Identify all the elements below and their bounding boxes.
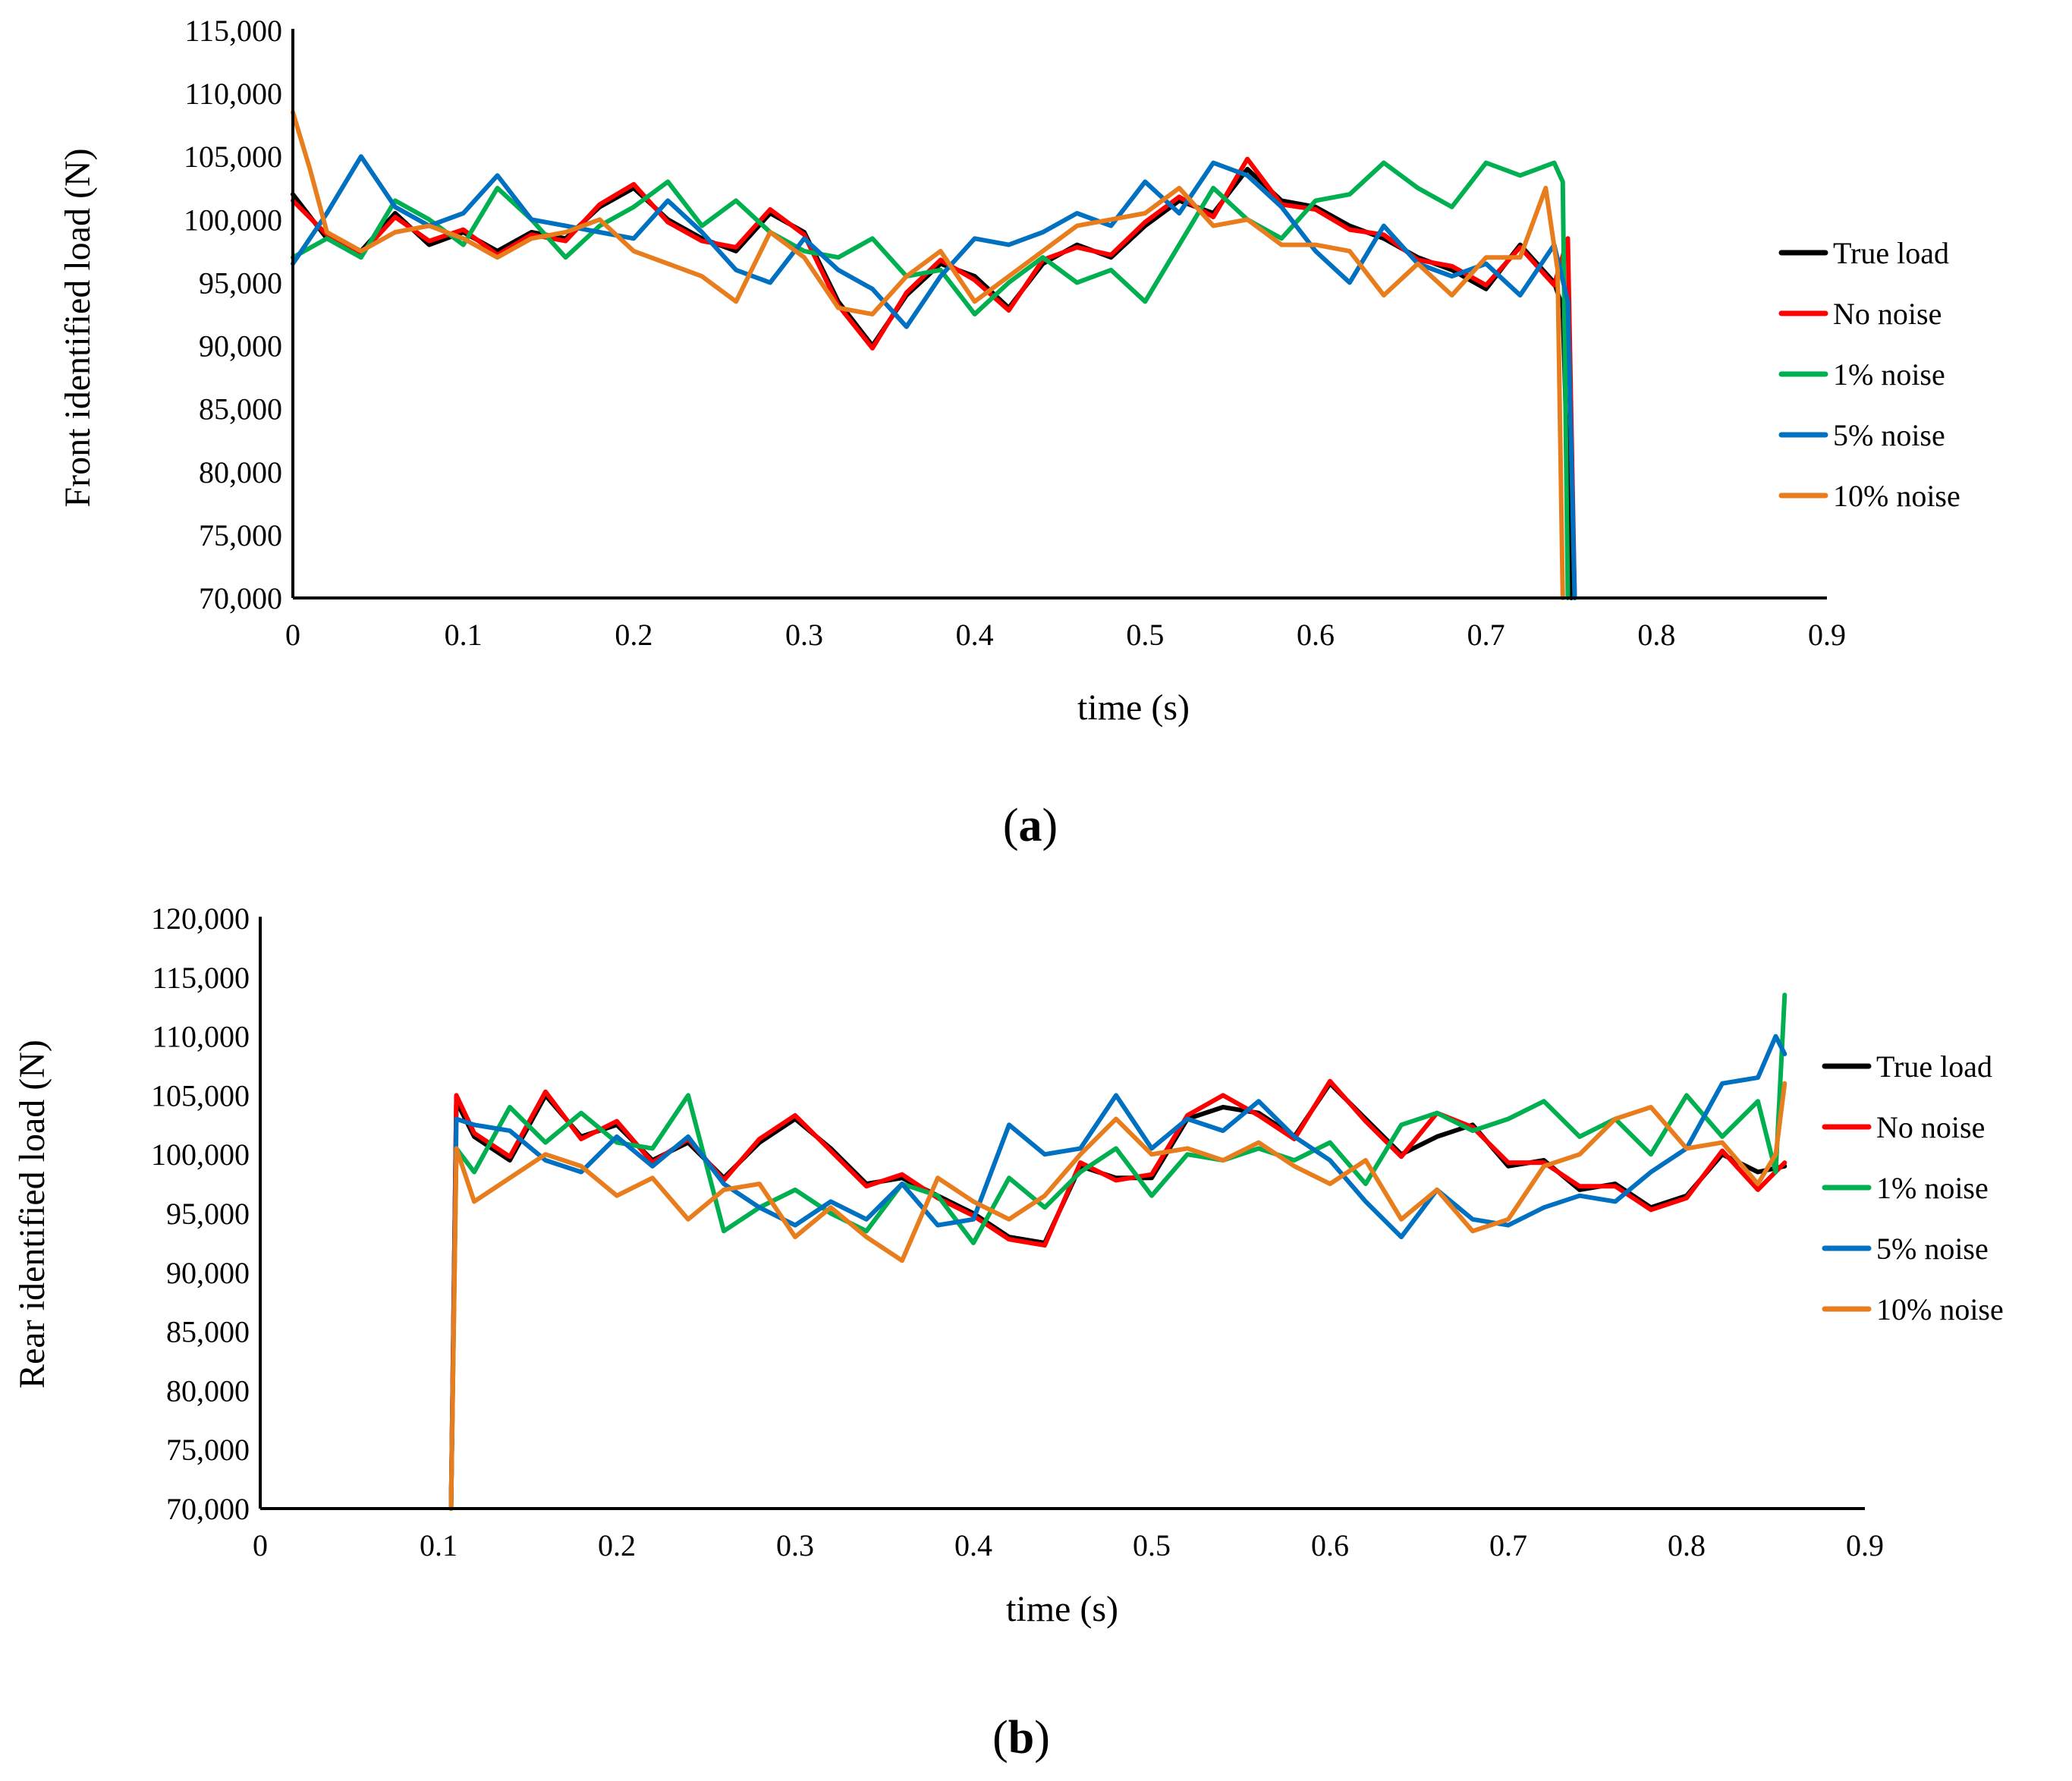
- panel-label-letter: a: [1019, 800, 1042, 851]
- legend-label: 5% noise: [1876, 1232, 1989, 1266]
- series-line-1-noise: [291, 160, 1571, 600]
- y-tick-label: 100,000: [151, 1138, 250, 1172]
- x-tick-label: 0.5: [1133, 1528, 1171, 1562]
- legend-item: 5% noise: [1778, 418, 1945, 452]
- legend-item: 10% noise: [1778, 479, 1960, 513]
- x-tick-label: 0.8: [1637, 618, 1675, 652]
- legend-item: 1% noise: [1822, 1171, 1989, 1205]
- x-tick-label: 0.4: [954, 1528, 992, 1562]
- series-layer-a: [291, 110, 1577, 600]
- y-tick-label: 70,000: [166, 1492, 250, 1526]
- axes-layer-a: [291, 29, 1827, 599]
- legend-item: 10% noise: [1822, 1292, 2004, 1326]
- legend-label: True load: [1833, 236, 1949, 270]
- series-line-5-noise: [448, 1034, 1787, 1511]
- legend-label: 10% noise: [1876, 1292, 2004, 1326]
- chart-panel-a: 0 0.1 0.2 0.3 0.4 0.5 0.6 0.7 0.8 0.9 70,000 75,000…: [58, 14, 1960, 851]
- x-tick-label: 0: [285, 618, 300, 652]
- ticks-layer-b: 0 0.1 0.2 0.3 0.4 0.5 0.6 0.7 0.8 0.9 70,000 75,000…: [151, 902, 1884, 1562]
- legend-label: 1% noise: [1833, 357, 1945, 392]
- x-tick-label: 0.7: [1467, 618, 1505, 652]
- y-tick-label: 105,000: [184, 140, 282, 174]
- x-tick-label: 0.7: [1489, 1528, 1527, 1562]
- y-tick-label: 90,000: [199, 329, 282, 363]
- series-layer-b: [448, 993, 1787, 1511]
- x-tick-label: 0.2: [598, 1528, 636, 1562]
- y-tick-label: 120,000: [151, 902, 250, 936]
- x-tick-label: 0.6: [1311, 1528, 1349, 1562]
- legend-item: True load: [1778, 236, 1949, 270]
- legend-item: 1% noise: [1778, 357, 1945, 392]
- x-tick-label: 0.9: [1808, 618, 1846, 652]
- y-tick-label: 115,000: [152, 961, 250, 995]
- legend-label: 1% noise: [1876, 1171, 1989, 1205]
- y-tick-label: 100,000: [184, 203, 282, 237]
- legend-item: No noise: [1822, 1110, 1985, 1144]
- x-axis-title: time (s): [1006, 1589, 1118, 1629]
- x-tick-label: 0.1: [445, 618, 483, 652]
- ticks-layer-a: 0 0.1 0.2 0.3 0.4 0.5 0.6 0.7 0.8 0.9 70,000 75,000…: [184, 14, 1846, 652]
- legend-label: True load: [1876, 1049, 1992, 1084]
- series-line-10-noise: [291, 110, 1565, 600]
- y-tick-label: 110,000: [184, 77, 282, 111]
- y-axis-title: Front identified load (N): [58, 148, 98, 507]
- series-line-5-noise: [291, 154, 1577, 600]
- y-tick-label: 80,000: [166, 1374, 250, 1408]
- x-tick-label: 0.9: [1846, 1528, 1884, 1562]
- x-tick-label: 0: [253, 1528, 268, 1562]
- panel-label: (a): [1003, 800, 1058, 851]
- x-tick-label: 0.2: [615, 618, 652, 652]
- legend-label: No noise: [1833, 297, 1942, 331]
- chart-panel-b: 0 0.1 0.2 0.3 0.4 0.5 0.6 0.7 0.8 0.9 70,000 75,000…: [12, 902, 2004, 1764]
- legend-a: True load No noise 1% noise 5% noise 10% noi…: [1778, 236, 1960, 513]
- axes-layer-b: [259, 917, 1865, 1510]
- y-tick-label: 90,000: [166, 1256, 250, 1290]
- panel-label: (b): [992, 1712, 1050, 1764]
- x-tick-label: 0.3: [776, 1528, 814, 1562]
- y-tick-label: 75,000: [166, 1433, 250, 1467]
- x-axis-title: time (s): [1077, 688, 1190, 728]
- series-line-no-noise: [448, 1078, 1787, 1511]
- y-tick-label: 80,000: [199, 455, 282, 489]
- legend-label: 5% noise: [1833, 418, 1945, 452]
- x-tick-label: 0.4: [956, 618, 994, 652]
- y-tick-label: 75,000: [199, 518, 282, 552]
- legend-item: 5% noise: [1822, 1232, 1989, 1266]
- legend-label: No noise: [1876, 1110, 1985, 1144]
- y-tick-label: 105,000: [151, 1078, 250, 1112]
- legend-item: True load: [1822, 1049, 1992, 1084]
- x-tick-label: 0.8: [1668, 1528, 1706, 1562]
- series-line-1-noise: [448, 993, 1787, 1511]
- x-tick-label: 0.3: [785, 618, 823, 652]
- x-tick-label: 0.5: [1126, 618, 1164, 652]
- y-tick-label: 70,000: [199, 581, 282, 615]
- x-tick-label: 0.1: [420, 1528, 457, 1562]
- y-tick-label: 95,000: [199, 266, 282, 300]
- y-tick-label: 85,000: [199, 392, 282, 426]
- legend-item: No noise: [1778, 297, 1942, 331]
- y-tick-label: 110,000: [152, 1020, 250, 1054]
- panel-label-letter: b: [1008, 1712, 1034, 1764]
- legend-label: 10% noise: [1833, 479, 1960, 513]
- legend-b: True load No noise 1% noise 5% noise 10% noi…: [1822, 1049, 2004, 1326]
- x-tick-label: 0.6: [1297, 618, 1335, 652]
- series-line-10-noise: [448, 1081, 1787, 1511]
- y-tick-label: 85,000: [166, 1315, 250, 1349]
- y-tick-label: 115,000: [184, 14, 282, 48]
- y-tick-label: 95,000: [166, 1197, 250, 1231]
- y-axis-title: Rear identified load (N): [12, 1040, 52, 1389]
